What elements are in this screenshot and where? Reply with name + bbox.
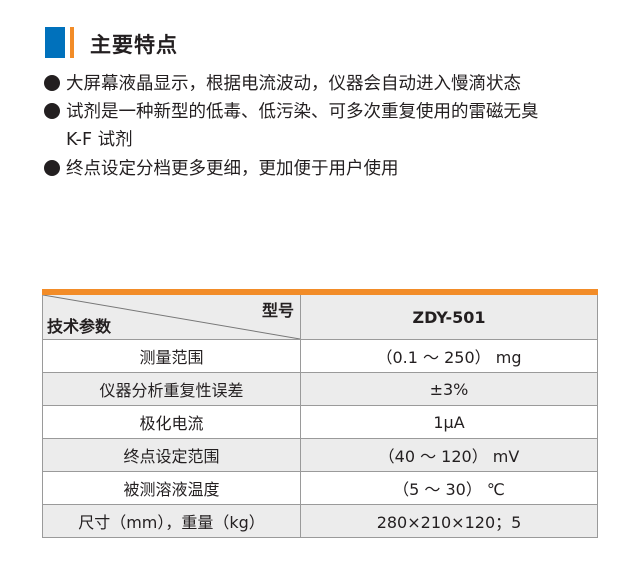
table-row: 尺寸（mm），重量（kg） 280×210×120；5 — [42, 504, 598, 538]
bullet-icon — [44, 75, 60, 91]
param-cell: 被测溶液温度 — [42, 471, 301, 505]
table-row: 极化电流 1μA — [42, 405, 598, 439]
table-row: 终点设定范围 （40 ～ 120） mV — [42, 438, 598, 472]
table-header-row: 型号 技术参数 ZDY-501 — [42, 291, 598, 340]
param-cell: 极化电流 — [42, 405, 301, 439]
spec-table: 型号 技术参数 ZDY-501 测量范围 （0.1 ～ 250） mg 仪器分析重… — [42, 289, 598, 538]
value-cell: ±3% — [300, 372, 598, 406]
feature-item: 终点设定分档更多更细，更加便于用户使用 — [44, 155, 604, 183]
title-accent-orange — [70, 27, 74, 58]
bullet-icon — [44, 103, 60, 119]
header-diagonal-cell: 型号 技术参数 — [42, 291, 301, 340]
param-cell: 终点设定范围 — [42, 438, 301, 472]
feature-item: 试剂是一种新型的低毒、低污染、可多次重复使用的雷磁无臭 K-F 试剂 — [44, 98, 604, 154]
value-cell: 1μA — [300, 405, 598, 439]
model-label: 型号 — [261, 301, 294, 320]
table-row: 仪器分析重复性误差 ±3% — [42, 372, 598, 406]
feature-text: 试剂是一种新型的低毒、低污染、可多次重复使用的雷磁无臭 — [66, 102, 539, 122]
param-cell: 尺寸（mm），重量（kg） — [42, 504, 301, 538]
param-cell: 测量范围 — [42, 339, 301, 373]
feature-item: 大屏幕液晶显示，根据电流波动，仪器会自动进入慢滴状态 — [44, 70, 604, 98]
value-cell: （5 ～ 30） ℃ — [300, 471, 598, 505]
param-label: 技术参数 — [47, 317, 112, 336]
feature-text: 大屏幕液晶显示，根据电流波动，仪器会自动进入慢滴状态 — [66, 74, 521, 94]
bullet-icon — [44, 160, 60, 176]
value-cell: （0.1 ～ 250） mg — [300, 339, 598, 373]
feature-text-continued: K-F 试剂 — [66, 130, 133, 150]
table-row: 测量范围 （0.1 ～ 250） mg — [42, 339, 598, 373]
diagonal-divider — [43, 295, 300, 339]
model-name: ZDY-501 — [300, 291, 598, 340]
value-cell: 280×210×120；5 — [300, 504, 598, 538]
table-row: 被测溶液温度 （5 ～ 30） ℃ — [42, 471, 598, 505]
value-cell: （40 ～ 120） mV — [300, 438, 598, 472]
param-cell: 仪器分析重复性误差 — [42, 372, 301, 406]
feature-text: 终点设定分档更多更细，更加便于用户使用 — [66, 159, 399, 179]
title-accent-blue — [45, 27, 65, 58]
section-title: 主要特点 — [90, 33, 178, 57]
